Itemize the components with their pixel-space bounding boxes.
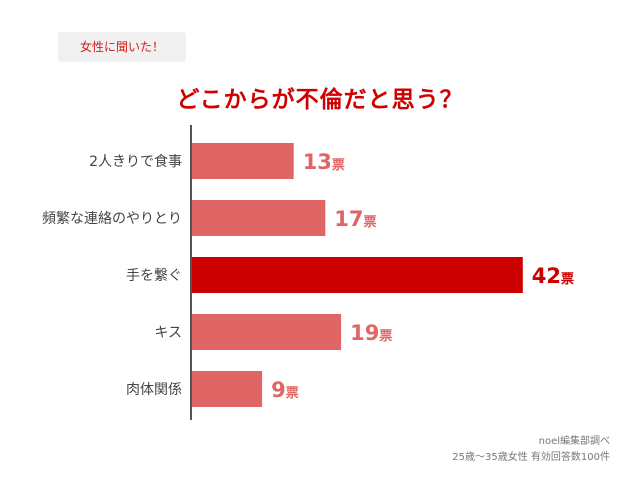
sample-note: 25歳〜35歳女性 有効回答数100件 — [452, 452, 610, 463]
bar-4 — [191, 314, 342, 350]
survey-tag: 女性に聞いた！ — [58, 32, 186, 62]
value-label-3: 42票 — [532, 264, 574, 288]
bar-3 — [191, 257, 523, 293]
bar-1 — [191, 143, 294, 179]
value-label-1: 13票 — [303, 150, 345, 174]
category-label-4: キス — [154, 325, 182, 341]
category-label-5: 肉体関係 — [126, 382, 182, 398]
category-label-2: 頻繁な連絡のやりとり — [42, 211, 182, 227]
value-label-2: 17票 — [334, 207, 376, 231]
chart-title: どこからが不倫だと思う？ — [176, 87, 464, 113]
value-label-4: 19票 — [350, 321, 392, 345]
category-label-3: 手を繋ぐ — [126, 268, 182, 284]
category-label-1: 2人きりで食事 — [89, 153, 182, 170]
bar-2 — [191, 200, 326, 236]
bar-5 — [191, 371, 263, 407]
bars-group — [191, 143, 523, 407]
value-labels-group: 13票 17票 42票 19票 9票 — [271, 150, 574, 402]
source-note: noel編集部調べ — [538, 436, 610, 447]
value-label-5: 9票 — [271, 378, 299, 402]
